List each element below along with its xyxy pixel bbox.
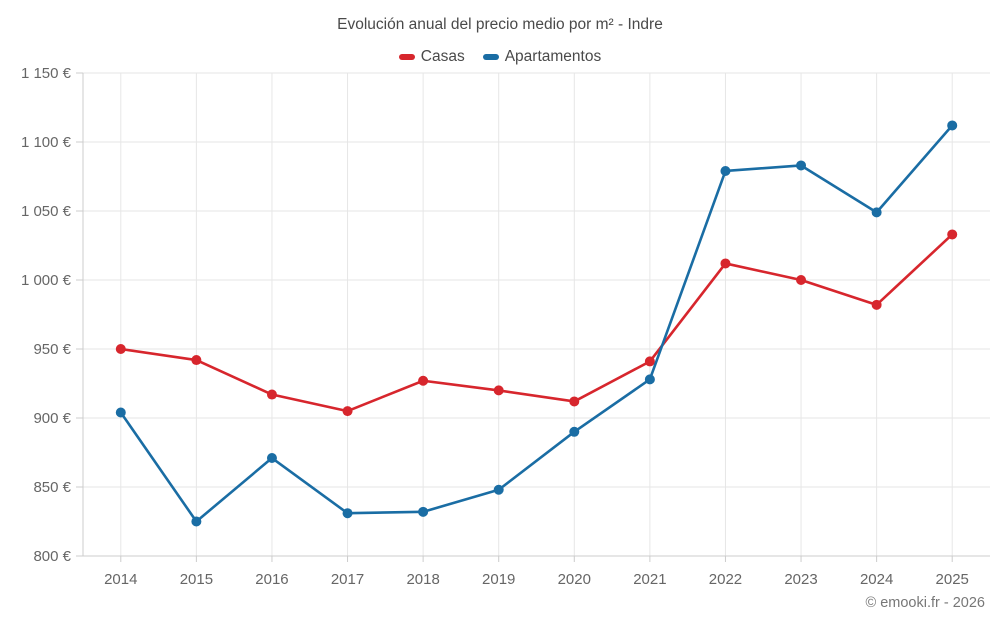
data-point-casas-2019[interactable] xyxy=(493,385,504,396)
data-point-apartamentos-2022[interactable] xyxy=(720,165,731,176)
x-axis-tick-label: 2022 xyxy=(709,571,742,588)
apartamentos-series-swatch-icon xyxy=(482,54,499,60)
y-axis-tick-label: 800 € xyxy=(33,548,71,565)
chart-title: Evolución anual del precio medio por m² … xyxy=(337,16,663,33)
data-point-casas-2025[interactable] xyxy=(947,229,958,240)
x-axis-tick-label: 2023 xyxy=(784,571,817,588)
x-axis-tick-label: 2014 xyxy=(104,571,137,588)
data-point-apartamentos-2019[interactable] xyxy=(493,484,504,495)
series-line-casas xyxy=(119,233,954,413)
y-axis-tick-label: 900 € xyxy=(33,410,71,427)
x-axis-tick-label: 2025 xyxy=(936,571,969,588)
x-axis-tick-label: 2024 xyxy=(860,571,893,588)
y-axis-tick-label: 1 150 € xyxy=(21,65,72,82)
data-point-apartamentos-2015[interactable] xyxy=(191,516,202,527)
casas-series-swatch-icon xyxy=(398,54,415,60)
data-point-casas-2018[interactable] xyxy=(418,375,429,386)
x-axis-tick-label: 2015 xyxy=(180,571,213,588)
x-axis-tick-label: 2016 xyxy=(255,571,288,588)
data-point-apartamentos-2024[interactable] xyxy=(871,207,882,218)
legend-item-casas[interactable]: Casas xyxy=(398,48,465,66)
legend-label-casas: Casas xyxy=(420,48,465,65)
data-point-apartamentos-2020[interactable] xyxy=(569,426,580,437)
y-axis-tick-label: 850 € xyxy=(33,479,71,496)
legend-label-apartamentos: Apartamentos xyxy=(504,48,602,65)
data-point-apartamentos-2021[interactable] xyxy=(644,374,655,385)
data-point-apartamentos-2016[interactable] xyxy=(266,453,277,464)
data-point-casas-2020[interactable] xyxy=(569,396,580,407)
data-point-casas-2016[interactable] xyxy=(266,389,277,400)
y-axis-tick-label: 1 100 € xyxy=(21,134,72,151)
data-point-casas-2015[interactable] xyxy=(191,355,202,366)
x-axis-tick-label: 2018 xyxy=(406,571,439,588)
legend: Casas Apartamentos xyxy=(0,48,1000,66)
x-axis-tick-label: 2019 xyxy=(482,571,515,588)
x-axis-tick-label: 2017 xyxy=(331,571,364,588)
data-point-casas-2021[interactable] xyxy=(644,356,655,367)
y-axis-tick-label: 1 050 € xyxy=(21,203,72,220)
data-point-casas-2022[interactable] xyxy=(720,258,731,269)
x-axis-tick-label: 2021 xyxy=(633,571,666,588)
data-point-apartamentos-2014[interactable] xyxy=(115,407,126,418)
data-point-casas-2017[interactable] xyxy=(342,406,353,417)
x-axis-tick-label: 2020 xyxy=(558,571,591,588)
data-point-casas-2024[interactable] xyxy=(871,299,882,310)
data-point-casas-2014[interactable] xyxy=(115,344,126,354)
series-line-apartamentos xyxy=(119,124,954,523)
data-point-casas-2023[interactable] xyxy=(796,275,807,285)
footer-credit: © emooki.fr - 2026 xyxy=(865,595,985,611)
y-axis-tick-label: 1 000 € xyxy=(21,272,72,289)
data-point-apartamentos-2025[interactable] xyxy=(947,120,958,131)
data-point-apartamentos-2017[interactable] xyxy=(342,508,353,519)
legend-item-apartamentos[interactable]: Apartamentos xyxy=(482,48,602,66)
data-point-apartamentos-2023[interactable] xyxy=(796,160,807,171)
y-axis-tick-label: 950 € xyxy=(33,341,71,358)
data-point-apartamentos-2018[interactable] xyxy=(418,506,429,517)
